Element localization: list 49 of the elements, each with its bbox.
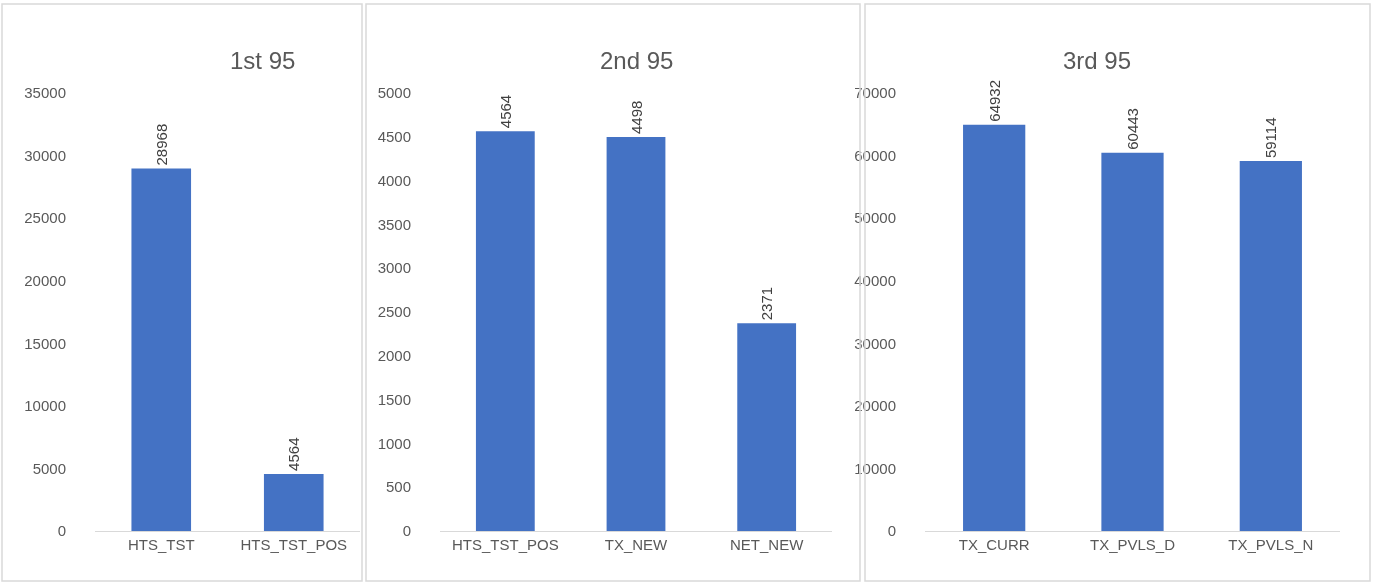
y-tick-label: 30000: [24, 146, 66, 164]
chart-title: 2nd 95: [600, 47, 674, 74]
data-label: 60443: [1124, 108, 1141, 150]
data-label: 2371: [758, 286, 776, 321]
data-label: 28968: [152, 123, 170, 166]
data-label: 64932: [985, 79, 1003, 122]
y-tick-label: 20000: [24, 271, 66, 289]
y-tick-label: 0: [57, 522, 66, 540]
y-tick-label: 2000: [377, 347, 411, 365]
y-tick-label: 5000: [377, 84, 411, 102]
bar: [475, 131, 535, 531]
y-tick-label: 15000: [24, 334, 66, 352]
y-tick-label: 4500: [377, 128, 411, 146]
y-tick-label: 50000: [854, 209, 896, 227]
x-tick-label: HTS_TST_POS: [240, 536, 348, 553]
x-tick-label: TX_CURR: [958, 536, 1030, 553]
y-tick-label: 2500: [377, 303, 411, 321]
y-tick-label: 60000: [854, 146, 896, 164]
chart-title: 3rd 95: [1063, 47, 1132, 74]
y-tick-label: 3000: [377, 259, 411, 277]
x-tick-label: TX_PVLS_N: [1228, 536, 1314, 553]
y-tick-label: 20000: [854, 397, 896, 415]
y-tick-label: 30000: [854, 334, 896, 352]
y-tick-label: 70000: [854, 84, 896, 102]
x-tick-label: HTS_TST: [127, 536, 195, 553]
y-tick-label: 0: [402, 522, 411, 540]
chart-title: 1st 95: [230, 47, 296, 74]
y-tick-label: 35000: [24, 84, 66, 102]
y-tick-label: 10000: [854, 459, 896, 477]
x-tick-label: TX_PVLS_D: [1089, 536, 1176, 553]
y-tick-label: 1000: [377, 434, 411, 452]
y-tick-label: 10000: [24, 397, 66, 415]
data-label: 4498: [627, 100, 645, 134]
x-tick-label: HTS_TST_POS: [451, 536, 559, 553]
bar: [737, 323, 797, 531]
data-label: 4564: [285, 437, 303, 471]
x-tick-label: TX_NEW: [604, 536, 669, 553]
y-tick-label: 4000: [377, 171, 411, 189]
y-tick-label: 500: [385, 478, 411, 496]
y-tick-label: 25000: [24, 209, 66, 227]
y-tick-label: 1500: [377, 390, 411, 408]
x-tick-label: NET_NEW: [730, 536, 805, 553]
data-label: 4564: [496, 94, 514, 129]
data-label: 59114: [1262, 117, 1280, 159]
y-tick-label: 3500: [377, 215, 411, 233]
y-tick-label: 0: [887, 522, 896, 540]
y-tick-label: 5000: [32, 459, 66, 477]
y-tick-label: 40000: [854, 271, 896, 289]
bar: [606, 136, 666, 531]
